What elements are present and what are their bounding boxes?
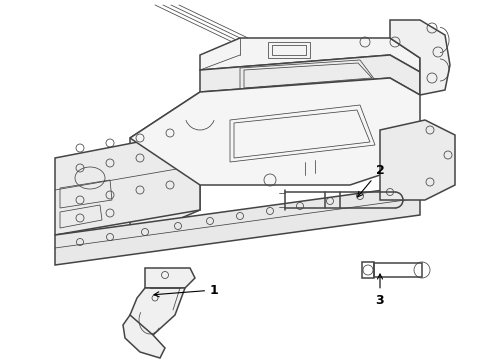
Polygon shape <box>145 268 195 288</box>
Polygon shape <box>379 120 454 200</box>
Polygon shape <box>123 315 164 358</box>
Text: 3: 3 <box>375 274 384 306</box>
Polygon shape <box>130 92 200 240</box>
Text: 1: 1 <box>154 284 218 297</box>
Polygon shape <box>200 38 419 72</box>
Polygon shape <box>389 20 449 95</box>
Polygon shape <box>200 55 419 95</box>
Polygon shape <box>55 185 419 265</box>
Polygon shape <box>130 78 419 185</box>
Text: 2: 2 <box>357 163 384 197</box>
Polygon shape <box>130 288 184 335</box>
Polygon shape <box>55 130 200 235</box>
